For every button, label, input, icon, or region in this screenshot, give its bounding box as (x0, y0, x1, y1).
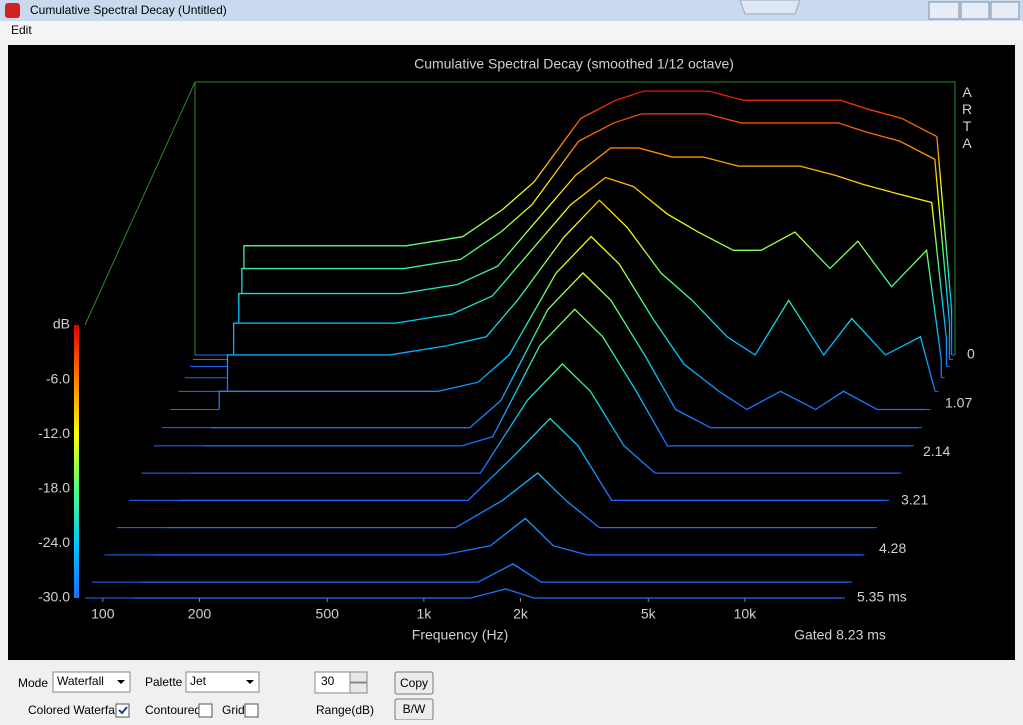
annotation: Gated 8.23 ms (794, 627, 886, 643)
mode-value: Waterfall (57, 674, 104, 688)
slice-fill (133, 588, 842, 598)
spin-down[interactable] (349, 682, 368, 694)
time-tick-label: 2.14 (923, 443, 950, 459)
grid-label: Grid (222, 703, 245, 717)
y-axis-label: dB (53, 316, 70, 332)
app-icon (5, 3, 20, 18)
x-tick-label: 1k (416, 606, 432, 622)
dropdown-arrow (117, 680, 125, 684)
copy-button[interactable] (394, 671, 434, 695)
time-tick-label: 4.28 (879, 540, 906, 556)
decay-slice (238, 147, 948, 367)
window-title: Cumulative Spectral Decay (Untitled) (30, 3, 227, 17)
y-tick-label: -6.0 (46, 370, 70, 386)
mode-select[interactable] (52, 671, 131, 693)
chart-title: Cumulative Spectral Decay (smoothed 1/12… (414, 56, 734, 72)
slice-fill (190, 363, 899, 474)
time-tick-label: 5.35 ms (857, 589, 907, 605)
watermark: ARTA (959, 84, 975, 152)
range-value: 30 (321, 674, 335, 688)
y-tick-label: -12.0 (38, 425, 70, 441)
x-tick-label: 500 (316, 606, 340, 622)
decay-slice (202, 308, 911, 447)
x-tick-label: 2k (513, 606, 529, 622)
minimize-button[interactable] (928, 1, 960, 20)
grid-checkbox[interactable] (244, 703, 259, 718)
maximize-button[interactable] (960, 1, 990, 20)
x-tick-label: 5k (641, 606, 657, 622)
bw-label: B/W (403, 702, 426, 716)
decay-slice (241, 113, 951, 360)
control-panel (0, 662, 1023, 720)
time-tick-label: 1.07 (945, 394, 972, 410)
contoured-label: Contoured (145, 703, 201, 717)
decay-slice (133, 588, 842, 599)
colored-waterfall-checkbox[interactable] (115, 703, 130, 718)
decay-slice (141, 563, 849, 583)
decay-slice (233, 176, 942, 378)
x-tick-label: 200 (188, 606, 212, 622)
check-mark (118, 706, 128, 715)
y-tick-label: -18.0 (38, 480, 70, 496)
slice-fill (178, 418, 886, 501)
decay-slice (218, 235, 927, 411)
slice-fill (153, 518, 862, 555)
slice-fill (165, 472, 874, 528)
range-label: Range(dB) (316, 703, 374, 717)
plot-frame (84, 81, 956, 355)
decay-slice (243, 90, 953, 355)
decay-slice (190, 362, 899, 474)
y-tick-label: -30.0 (38, 589, 70, 605)
tab-handle (739, 0, 801, 15)
x-tick-label: 100 (91, 606, 115, 622)
dropdown-arrow (246, 680, 254, 684)
slice-fill (141, 563, 849, 583)
palette-label: Palette (145, 675, 183, 689)
decay-slice (153, 517, 862, 556)
contoured-checkbox[interactable] (198, 703, 213, 718)
colored-waterfall-label: Colored Waterfall (28, 703, 120, 717)
decay-slice (165, 472, 874, 529)
mode-label: Mode (18, 676, 48, 690)
time-tick-label: 3.21 (901, 492, 928, 508)
time-tick-label: 0 (967, 346, 975, 362)
menu-bar (0, 21, 1023, 40)
decay-slice (211, 272, 919, 429)
menu-item[interactable]: Edit (11, 23, 32, 37)
copy-label: Copy (400, 676, 428, 690)
x-tick-label: 10k (734, 606, 758, 622)
close-button[interactable] (990, 1, 1020, 20)
palette-select[interactable] (185, 671, 260, 693)
colorbar (74, 325, 79, 598)
x-axis-label: Frequency (Hz) (412, 627, 508, 643)
y-tick-label: -24.0 (38, 534, 70, 550)
palette-value: Jet (190, 674, 207, 688)
decay-slice (178, 417, 886, 501)
spin-up[interactable] (349, 671, 368, 683)
decay-slice (226, 199, 936, 392)
